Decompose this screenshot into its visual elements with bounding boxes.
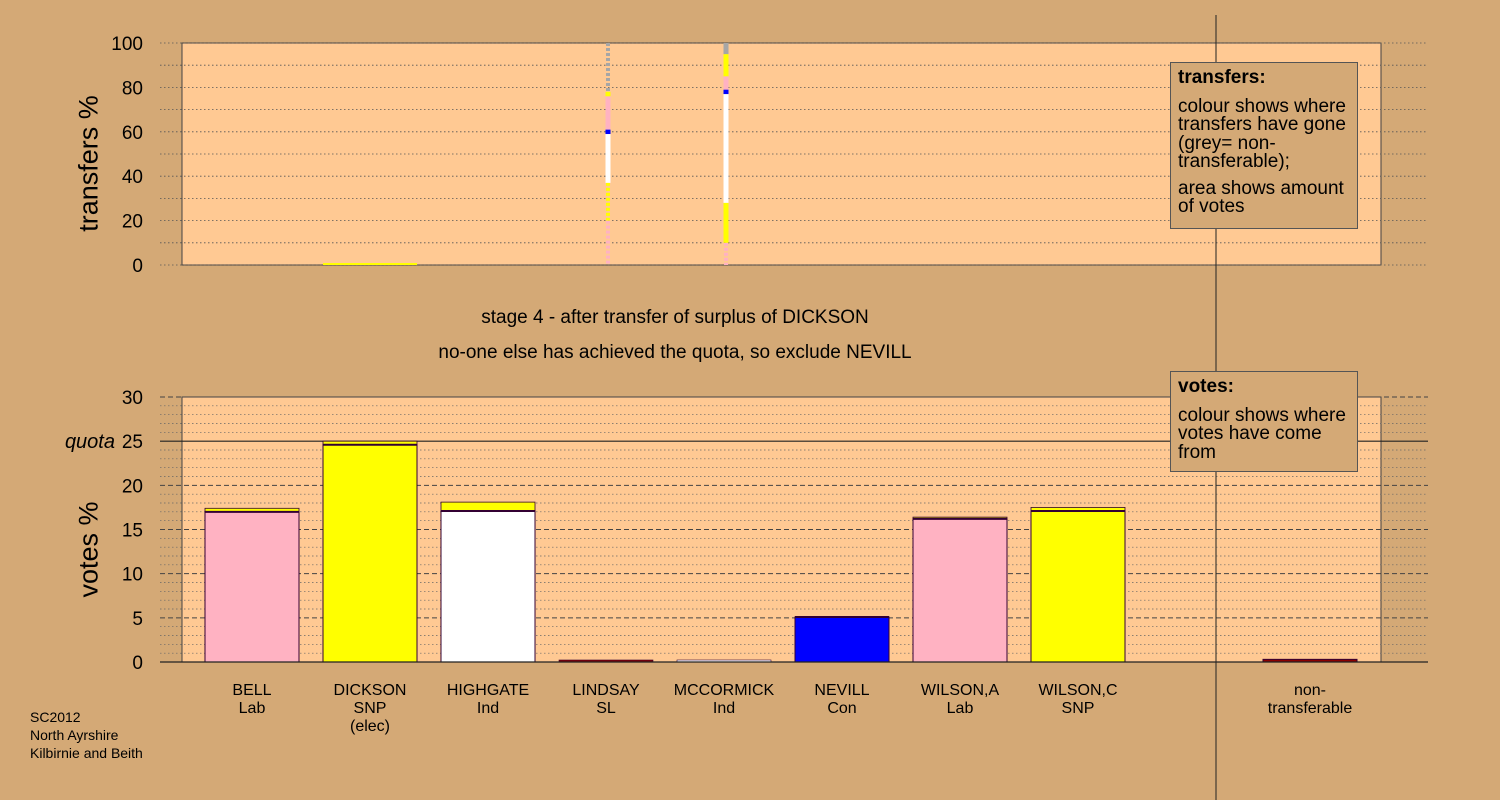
transfers-segment xyxy=(724,242,728,246)
transfers-segment xyxy=(606,230,610,234)
transfers-segment xyxy=(605,134,611,183)
votes-tick-label: 15 xyxy=(122,521,143,542)
transfers-axis-title: transfers % xyxy=(73,95,104,232)
transfers-segment xyxy=(723,54,729,77)
candidate-label: Ind xyxy=(477,700,499,717)
transfers-tick-label: 100 xyxy=(111,34,143,55)
candidate-label: SNP xyxy=(1062,700,1095,717)
transfers-segment xyxy=(723,94,729,203)
transfers-segment xyxy=(723,89,729,95)
bar-first-preference xyxy=(1030,510,1126,663)
votes-tick-label: 20 xyxy=(122,476,143,497)
candidate-label: MCCORMICK xyxy=(674,682,775,699)
candidate-label: NEVILL xyxy=(814,682,869,699)
quota-label: quota xyxy=(65,431,115,453)
transfers-segment xyxy=(606,43,610,46)
candidate-label: WILSON,A xyxy=(921,682,1000,699)
transfers-segment xyxy=(724,252,728,256)
transfers-segment xyxy=(723,76,729,90)
candidate-label: SL xyxy=(596,700,616,717)
transfers-segment xyxy=(724,262,728,265)
transfers-segment xyxy=(605,96,611,130)
transfers-segment xyxy=(606,212,610,216)
bar-first-preference xyxy=(912,518,1008,663)
footer-info: SC2012 North Ayrshire Kilbirnie and Beit… xyxy=(30,708,143,762)
transfers-legend-area-text: area shows amount of votes xyxy=(1178,177,1344,217)
transfers-segment xyxy=(606,53,610,56)
candidate-label: Lab xyxy=(239,700,266,717)
bar-transfer-segment xyxy=(440,501,536,512)
transfers-segment xyxy=(606,202,610,206)
votes-legend-text: colour shows where votes have come from xyxy=(1178,404,1346,463)
transfers-segment xyxy=(606,83,610,86)
transfers-segment xyxy=(605,91,611,97)
votes-tick-label: 25 xyxy=(122,432,143,453)
candidate-label: WILSON,C xyxy=(1038,682,1117,699)
transfers-tick-label: 20 xyxy=(122,212,143,233)
transfers-tick-label: 80 xyxy=(122,78,143,99)
votes-tick-label: 30 xyxy=(122,388,143,409)
transfers-segment xyxy=(606,207,610,211)
transfers-segment xyxy=(606,217,610,221)
transfers-segment xyxy=(606,58,610,61)
votes-axis-title: votes % xyxy=(73,501,104,598)
transfers-legend-title: transfers: xyxy=(1178,67,1266,88)
transfers-segment xyxy=(606,88,610,91)
votes-tick-label: 10 xyxy=(122,565,143,586)
candidate-label: DICKSON xyxy=(334,682,407,699)
transfers-segment xyxy=(606,225,610,229)
transfers-segment xyxy=(605,129,611,135)
transfers-segment xyxy=(606,48,610,51)
candidate-label: BELL xyxy=(232,682,271,699)
transfers-legend-box: transfers: colour shows where transfers … xyxy=(1170,62,1358,229)
transfers-segment xyxy=(606,255,610,259)
transfers-segment xyxy=(724,257,728,261)
transfers-segment xyxy=(606,260,610,264)
bar-first-preference xyxy=(204,511,300,663)
transfers-segment xyxy=(606,68,610,71)
transfers-tick-label: 0 xyxy=(132,256,143,277)
bar-first-preference xyxy=(794,616,890,663)
candidate-label: (elec) xyxy=(350,718,390,735)
bar-first-preference xyxy=(440,510,536,663)
transfers-tick-label: 40 xyxy=(122,167,143,188)
footer-council: North Ayrshire xyxy=(30,727,119,743)
transfers-segment xyxy=(606,220,610,224)
transfers-segment xyxy=(606,78,610,81)
votes-tick-label: 0 xyxy=(132,653,143,674)
stage-description: stage 4 - after transfer of surplus of D… xyxy=(481,307,869,328)
transfers-segment xyxy=(606,197,610,201)
votes-legend-box: votes: colour shows where votes have com… xyxy=(1170,371,1358,472)
nontransferable-label: transferable xyxy=(1268,700,1353,717)
candidate-label: Lab xyxy=(947,700,974,717)
candidate-label: Ind xyxy=(713,700,735,717)
transfers-segment xyxy=(606,73,610,76)
footer-election: SC2012 xyxy=(30,709,81,725)
transfers-segment xyxy=(606,235,610,239)
transfers-legend-text: colour shows where transfers have gone (… xyxy=(1178,95,1346,172)
transfers-segment xyxy=(606,63,610,66)
transfers-segment xyxy=(606,240,610,244)
transfers-segment xyxy=(606,250,610,254)
nontransferable-label: non- xyxy=(1294,682,1326,699)
candidate-label: SNP xyxy=(354,700,387,717)
footer-ward: Kilbirnie and Beith xyxy=(30,745,143,761)
transfers-segment xyxy=(723,202,729,243)
transfers-tick-label: 60 xyxy=(122,123,143,144)
votes-legend-title: votes: xyxy=(1178,376,1234,397)
exclusion-description: no-one else has achieved the quota, so e… xyxy=(438,342,912,363)
votes-tick-label: 5 xyxy=(132,609,143,630)
transfers-segment xyxy=(723,43,729,55)
candidate-label: LINDSAY xyxy=(572,682,640,699)
transfers-segment xyxy=(606,192,610,196)
transfers-segment xyxy=(724,247,728,251)
transfers-segment xyxy=(606,182,610,186)
candidate-label: HIGHGATE xyxy=(447,682,529,699)
transfers-segment xyxy=(606,245,610,249)
bar-first-preference xyxy=(322,444,418,663)
candidate-label: Con xyxy=(827,700,856,717)
transfers-segment xyxy=(606,187,610,191)
